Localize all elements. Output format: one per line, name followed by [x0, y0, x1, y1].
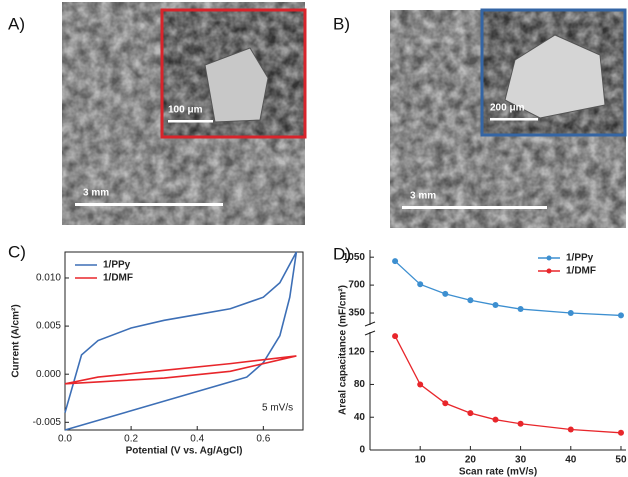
y-tick-label: 700 — [348, 280, 365, 291]
x-tick-label: 10 — [415, 455, 427, 466]
legend-marker — [547, 256, 552, 261]
x-tick-label: 40 — [565, 455, 577, 466]
point — [518, 421, 524, 427]
series-line — [395, 336, 621, 433]
point — [467, 297, 473, 303]
y-axis-label: Areal capacitance (mF/cm²) — [338, 285, 349, 415]
x-tick-label: 30 — [515, 455, 527, 466]
point — [492, 302, 498, 308]
panel-label: D) — [333, 244, 351, 263]
panel-label: C) — [8, 242, 26, 261]
panel-label: A) — [8, 14, 25, 33]
panel-label: B) — [333, 14, 350, 33]
point — [442, 400, 448, 406]
point — [492, 417, 498, 423]
cv-curve — [65, 356, 296, 384]
x-tick-label: 0.2 — [124, 434, 138, 445]
x-tick-label: 0.6 — [256, 434, 270, 445]
x-tick-label: 0.0 — [58, 434, 72, 445]
x-axis-label: Potential (V vs. Ag/AgCl) — [126, 446, 243, 457]
scale-bar-label: 3 mm — [410, 191, 436, 202]
y-tick-label: -0.005 — [33, 417, 62, 428]
x-axis-label: Scan rate (mV/s) — [459, 467, 537, 477]
y-tick-label: 0 — [359, 445, 365, 456]
legend-label: 1/DMF — [566, 266, 596, 277]
point — [417, 281, 423, 287]
scale-bar-label: 100 μm — [168, 105, 203, 116]
point — [417, 381, 423, 387]
point — [568, 310, 574, 316]
point — [618, 312, 624, 318]
legend-marker — [547, 269, 552, 274]
point — [618, 430, 624, 436]
figure: A) B) 3 mm 100 μm 3 mm 200 μm 0.0 0.2 0.4 0… — [0, 0, 628, 477]
point — [442, 291, 448, 297]
legend-label: 1/DMF — [103, 273, 133, 284]
y-axis-label: Current (A/cm²) — [11, 304, 22, 377]
scale-bar-label: 200 μm — [490, 103, 525, 114]
legend-label: 1/PPy — [566, 253, 594, 264]
y-tick-label: 0.010 — [36, 273, 61, 284]
y-tick-label: 0.005 — [36, 321, 61, 332]
y-tick-label: 0.000 — [36, 369, 61, 380]
annotation: 5 mV/s — [262, 403, 293, 414]
y-tick-label: 350 — [348, 308, 365, 319]
point — [467, 410, 473, 416]
x-tick-label: 20 — [465, 455, 477, 466]
point — [518, 306, 524, 312]
point — [568, 427, 574, 433]
x-tick-label: 50 — [615, 455, 627, 466]
x-tick-label: 0.4 — [190, 434, 204, 445]
y-tick-label: 80 — [354, 379, 366, 390]
point — [392, 333, 398, 339]
scale-bar-label: 3 mm — [83, 188, 109, 199]
legend-label: 1/PPy — [103, 260, 131, 271]
point — [392, 258, 398, 264]
y-tick-label: 120 — [348, 346, 365, 357]
y-tick-label: 40 — [354, 412, 366, 423]
